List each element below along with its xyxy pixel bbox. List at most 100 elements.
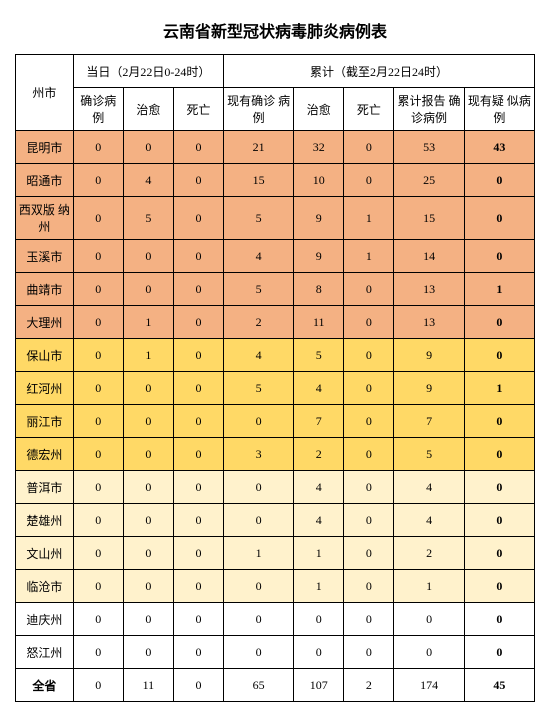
cell-d-cure: 0 bbox=[123, 504, 173, 537]
cell-region: 昆明市 bbox=[16, 131, 74, 164]
cell-d-cure: 0 bbox=[123, 372, 173, 405]
cell-suspect: 0 bbox=[464, 471, 534, 504]
cell-suspect: 1 bbox=[464, 372, 534, 405]
cell-suspect: 0 bbox=[464, 164, 534, 197]
cell-d-death: 0 bbox=[173, 240, 223, 273]
cell-c-rep: 0 bbox=[394, 636, 464, 669]
cell-d-death: 0 bbox=[173, 636, 223, 669]
cell-d-cure: 0 bbox=[123, 131, 173, 164]
cell-cur-conf: 1 bbox=[224, 537, 294, 570]
cell-d-conf: 0 bbox=[73, 570, 123, 603]
cell-c-cure: 1 bbox=[294, 570, 344, 603]
cell-d-death: 0 bbox=[173, 603, 223, 636]
cell-d-cure: 0 bbox=[123, 471, 173, 504]
cell-cur-conf: 65 bbox=[224, 669, 294, 702]
hdr-daily-group: 当日（2月22日0-24时） bbox=[73, 55, 223, 88]
cell-region: 普洱市 bbox=[16, 471, 74, 504]
table-container: 云南省新型冠状病毒肺炎病例表 州市 当日（2月22日0-24时） 累计（截至2月… bbox=[0, 0, 550, 712]
cell-cur-conf: 21 bbox=[224, 131, 294, 164]
cell-cur-conf: 0 bbox=[224, 570, 294, 603]
cell-suspect: 0 bbox=[464, 405, 534, 438]
table-row: 大理州0102110130 bbox=[16, 306, 535, 339]
cell-region: 曲靖市 bbox=[16, 273, 74, 306]
cell-d-death: 0 bbox=[173, 273, 223, 306]
cell-region: 楚雄州 bbox=[16, 504, 74, 537]
table-row: 昆明市000213205343 bbox=[16, 131, 535, 164]
hdr-c-rep: 累计报告 确诊病例 bbox=[394, 88, 464, 131]
cell-d-cure: 0 bbox=[123, 636, 173, 669]
hdr-cumul-group: 累计（截至2月22日24时） bbox=[224, 55, 535, 88]
cell-c-death: 0 bbox=[344, 306, 394, 339]
cell-c-rep: 1 bbox=[394, 570, 464, 603]
cell-c-rep: 53 bbox=[394, 131, 464, 164]
cell-d-death: 0 bbox=[173, 471, 223, 504]
cell-d-conf: 0 bbox=[73, 339, 123, 372]
table-row: 怒江州00000000 bbox=[16, 636, 535, 669]
cell-region: 文山州 bbox=[16, 537, 74, 570]
hdr-cur-conf: 现有确诊 病例 bbox=[224, 88, 294, 131]
cell-d-death: 0 bbox=[173, 372, 223, 405]
cell-suspect: 0 bbox=[464, 537, 534, 570]
cell-region: 全省 bbox=[16, 669, 74, 702]
cell-d-conf: 0 bbox=[73, 603, 123, 636]
cell-cur-conf: 0 bbox=[224, 405, 294, 438]
cell-c-cure: 4 bbox=[294, 471, 344, 504]
table-row: 曲靖市000580131 bbox=[16, 273, 535, 306]
cell-c-death: 0 bbox=[344, 164, 394, 197]
cell-c-death: 1 bbox=[344, 197, 394, 240]
cell-region: 红河州 bbox=[16, 372, 74, 405]
cell-d-death: 0 bbox=[173, 537, 223, 570]
cell-suspect: 0 bbox=[464, 504, 534, 537]
cell-d-death: 0 bbox=[173, 306, 223, 339]
cell-c-death: 0 bbox=[344, 405, 394, 438]
cell-c-death: 0 bbox=[344, 372, 394, 405]
cell-d-cure: 4 bbox=[123, 164, 173, 197]
cell-suspect: 0 bbox=[464, 240, 534, 273]
cell-d-cure: 0 bbox=[123, 570, 173, 603]
cell-suspect: 43 bbox=[464, 131, 534, 164]
cell-region: 丽江市 bbox=[16, 405, 74, 438]
cell-c-rep: 4 bbox=[394, 471, 464, 504]
cell-d-cure: 0 bbox=[123, 438, 173, 471]
cell-c-cure: 4 bbox=[294, 372, 344, 405]
cell-cur-conf: 4 bbox=[224, 240, 294, 273]
table-row: 楚雄州00004040 bbox=[16, 504, 535, 537]
cell-suspect: 0 bbox=[464, 306, 534, 339]
cell-d-conf: 0 bbox=[73, 405, 123, 438]
table-header: 州市 当日（2月22日0-24时） 累计（截至2月22日24时） 确诊病例 治愈… bbox=[16, 55, 535, 131]
cell-c-death: 0 bbox=[344, 339, 394, 372]
cell-d-conf: 0 bbox=[73, 164, 123, 197]
table-row: 丽江市00007070 bbox=[16, 405, 535, 438]
cell-d-death: 0 bbox=[173, 570, 223, 603]
cell-cur-conf: 0 bbox=[224, 471, 294, 504]
cell-d-cure: 0 bbox=[123, 405, 173, 438]
cell-c-rep: 174 bbox=[394, 669, 464, 702]
cell-region: 保山市 bbox=[16, 339, 74, 372]
cell-cur-conf: 3 bbox=[224, 438, 294, 471]
cell-c-rep: 13 bbox=[394, 273, 464, 306]
table-row: 文山州00011020 bbox=[16, 537, 535, 570]
table-row: 普洱市00004040 bbox=[16, 471, 535, 504]
cell-suspect: 0 bbox=[464, 438, 534, 471]
cell-cur-conf: 5 bbox=[224, 273, 294, 306]
table-row: 临沧市00001010 bbox=[16, 570, 535, 603]
cell-c-cure: 8 bbox=[294, 273, 344, 306]
hdr-c-cure: 治愈 bbox=[294, 88, 344, 131]
cell-c-death: 0 bbox=[344, 471, 394, 504]
cell-d-cure: 0 bbox=[123, 273, 173, 306]
cell-c-rep: 9 bbox=[394, 372, 464, 405]
cell-d-conf: 0 bbox=[73, 669, 123, 702]
cell-region: 昭通市 bbox=[16, 164, 74, 197]
cell-cur-conf: 2 bbox=[224, 306, 294, 339]
cell-d-death: 0 bbox=[173, 438, 223, 471]
cell-c-cure: 4 bbox=[294, 504, 344, 537]
cell-d-cure: 11 bbox=[123, 669, 173, 702]
cell-c-death: 0 bbox=[344, 131, 394, 164]
cell-c-death: 0 bbox=[344, 636, 394, 669]
cell-c-rep: 13 bbox=[394, 306, 464, 339]
cell-d-conf: 0 bbox=[73, 273, 123, 306]
table-row: 保山市01045090 bbox=[16, 339, 535, 372]
cell-c-rep: 5 bbox=[394, 438, 464, 471]
cell-cur-conf: 5 bbox=[224, 197, 294, 240]
cell-d-death: 0 bbox=[173, 669, 223, 702]
